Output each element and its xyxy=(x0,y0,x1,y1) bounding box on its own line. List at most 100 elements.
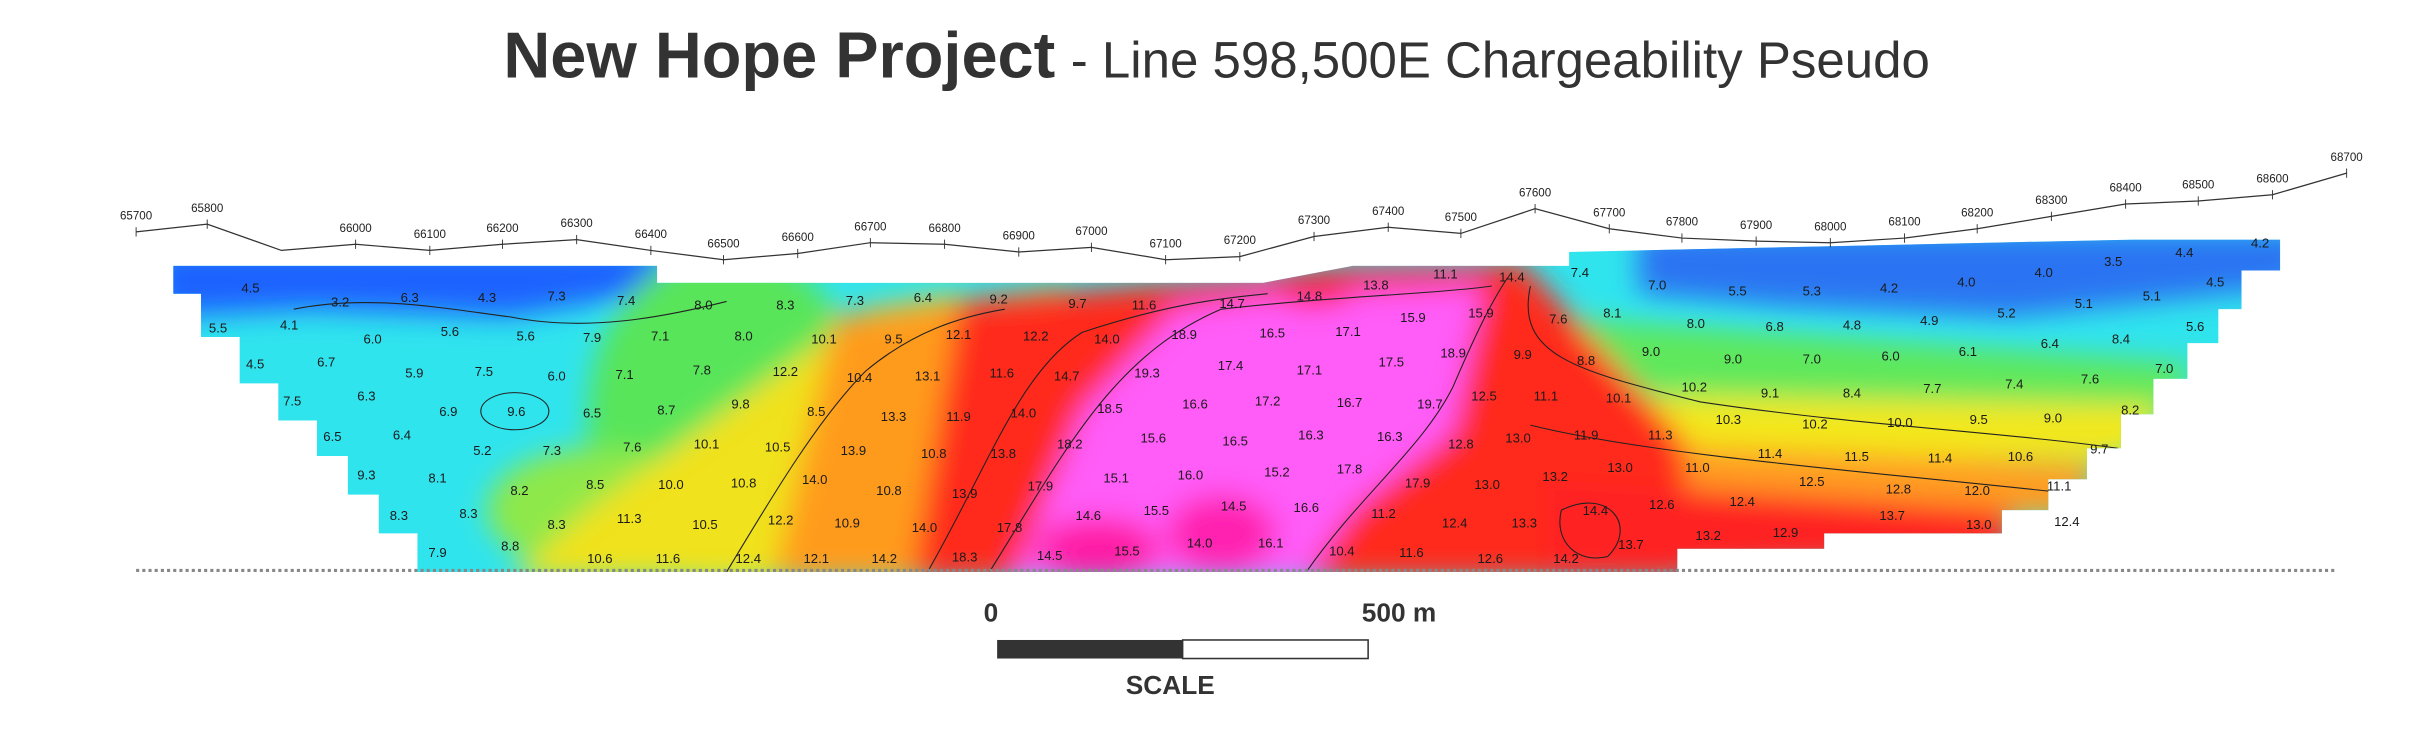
contour-label: 9.2 xyxy=(990,291,1008,306)
contour-label: 17.5 xyxy=(1379,355,1405,370)
contour-label: 4.2 xyxy=(2251,236,2269,251)
contour-label: 13.9 xyxy=(841,443,867,458)
station-label: 68400 xyxy=(2109,183,2141,195)
contour-label: 18.3 xyxy=(952,550,978,565)
contour-label: 15.9 xyxy=(1468,305,1494,320)
contour-label: 10.0 xyxy=(1887,415,1913,430)
contour-label: 16.6 xyxy=(1182,396,1208,411)
contour-label: 5.6 xyxy=(441,324,459,339)
contour-label: 16.7 xyxy=(1337,395,1363,410)
contour-label: 8.5 xyxy=(586,477,604,492)
contour-labels: 4.5 3.2 6.3 4.3 7.3 7.4 8.0 8.3 7.3 6.4 9.2 9.7 11.6… xyxy=(209,236,2269,566)
contour-label: 15.5 xyxy=(1114,543,1140,558)
contour-label: 4.5 xyxy=(2206,274,2224,289)
contour-label: 8.7 xyxy=(657,403,675,418)
contour-label: 7.3 xyxy=(543,443,561,458)
contour-label: 5.6 xyxy=(2186,319,2204,334)
contour-label: 12.9 xyxy=(1773,525,1799,540)
contour-label: 8.5 xyxy=(807,404,825,419)
contour-label: 10.6 xyxy=(2008,449,2034,464)
scale-start: 0 xyxy=(984,597,999,627)
station-label: 68200 xyxy=(1961,207,1993,219)
contour-label: 4.8 xyxy=(1843,318,1861,333)
contour-label: 14.4 xyxy=(1583,503,1609,518)
contour-label: 8.8 xyxy=(501,539,519,554)
contour-label: 13.3 xyxy=(1511,516,1537,531)
contour-label: 16.5 xyxy=(1260,325,1286,340)
contour-label: 17.4 xyxy=(1218,358,1244,373)
contour-label: 7.7 xyxy=(1923,381,1941,396)
contour-label: 12.1 xyxy=(803,551,829,566)
station-label: 67500 xyxy=(1445,212,1477,224)
contour-label: 9.8 xyxy=(731,396,749,411)
contour-label: 3.5 xyxy=(2104,254,2122,269)
contour-label: 9.9 xyxy=(1514,347,1532,362)
contour-label: 12.8 xyxy=(1886,481,1912,496)
contour-label: 7.0 xyxy=(1648,277,1666,292)
contour-label: 5.9 xyxy=(405,366,423,381)
contour-label: 12.1 xyxy=(946,327,972,342)
contour-label: 12.5 xyxy=(1799,474,1825,489)
contour-label: 7.5 xyxy=(283,393,301,408)
contour-label: 10.8 xyxy=(876,483,902,498)
contour-label: 9.6 xyxy=(507,404,525,419)
contour-label: 8.0 xyxy=(694,298,712,313)
contour-label: 9.5 xyxy=(884,332,902,347)
station-label: 66100 xyxy=(414,229,446,241)
contour-label: 5.5 xyxy=(1728,284,1746,299)
contour-label: 8.4 xyxy=(2112,332,2130,347)
scale-end: 500 m xyxy=(1362,597,1436,627)
contour-label: 11.9 xyxy=(946,409,971,424)
contour-label: 15.9 xyxy=(1400,310,1426,325)
contour-label: 11.6 xyxy=(656,551,681,566)
contour-label: 11.3 xyxy=(617,511,642,526)
station-label: 68700 xyxy=(2331,152,2363,164)
contour-label: 10.2 xyxy=(1802,417,1828,432)
station-label: 66600 xyxy=(782,232,814,244)
contour-label: 7.0 xyxy=(2155,361,2173,376)
station-label: 67300 xyxy=(1298,215,1330,227)
contour-label: 10.5 xyxy=(692,517,718,532)
station-label: 65700 xyxy=(120,211,152,223)
contour-label: 4.1 xyxy=(280,318,298,333)
contour-label: 15.5 xyxy=(1144,503,1170,518)
title-main: New Hope Project xyxy=(503,18,1055,91)
contour-label: 7.9 xyxy=(428,545,446,560)
contour-label: 18.9 xyxy=(1440,345,1466,360)
contour-label: 12.6 xyxy=(1477,551,1503,566)
contour-label: 13.0 xyxy=(1474,477,1500,492)
contour-label: 10.6 xyxy=(587,551,613,566)
contour-label: 17.1 xyxy=(1335,324,1361,339)
contour-label: 12.4 xyxy=(1729,494,1755,509)
contour-label: 14.0 xyxy=(1094,332,1120,347)
contour-label: 5.3 xyxy=(1803,284,1821,299)
contour-label: 13.3 xyxy=(881,409,907,424)
contour-label: 4.2 xyxy=(1880,281,1898,296)
station-label: 67800 xyxy=(1666,217,1698,229)
contour-label: 16.3 xyxy=(1377,429,1403,444)
contour-label: 12.5 xyxy=(1471,389,1497,404)
contour-label: 7.1 xyxy=(615,367,633,382)
contour-label: 10.4 xyxy=(1329,543,1355,558)
station-label: 67600 xyxy=(1519,187,1551,199)
contour-label: 4.5 xyxy=(241,281,259,296)
contour-label: 11.1 xyxy=(2047,478,2072,493)
contour-label: 14.8 xyxy=(1297,288,1323,303)
contour-label: 6.1 xyxy=(1959,344,1977,359)
title: New Hope Project - Line 598,500E Chargeab… xyxy=(503,18,1929,91)
contour-label: 14.5 xyxy=(1037,548,1063,563)
contour-label: 14.7 xyxy=(1219,296,1245,311)
contour-label: 12.2 xyxy=(773,364,799,379)
contour-label: 17.1 xyxy=(1297,362,1323,377)
contour-label: 10.1 xyxy=(1606,390,1632,405)
contour-label: 17.8 xyxy=(1337,461,1363,476)
contour-label: 17.9 xyxy=(1028,478,1054,493)
contour-label: 13.7 xyxy=(1618,537,1644,552)
contour-label: 14.5 xyxy=(1221,499,1247,514)
contour-label: 7.5 xyxy=(475,364,493,379)
contour-label: 5.1 xyxy=(2143,288,2161,303)
contour-label: 18.2 xyxy=(1057,437,1083,452)
contour-label: 15.2 xyxy=(1264,464,1290,479)
contour-label: 8.1 xyxy=(1603,305,1621,320)
